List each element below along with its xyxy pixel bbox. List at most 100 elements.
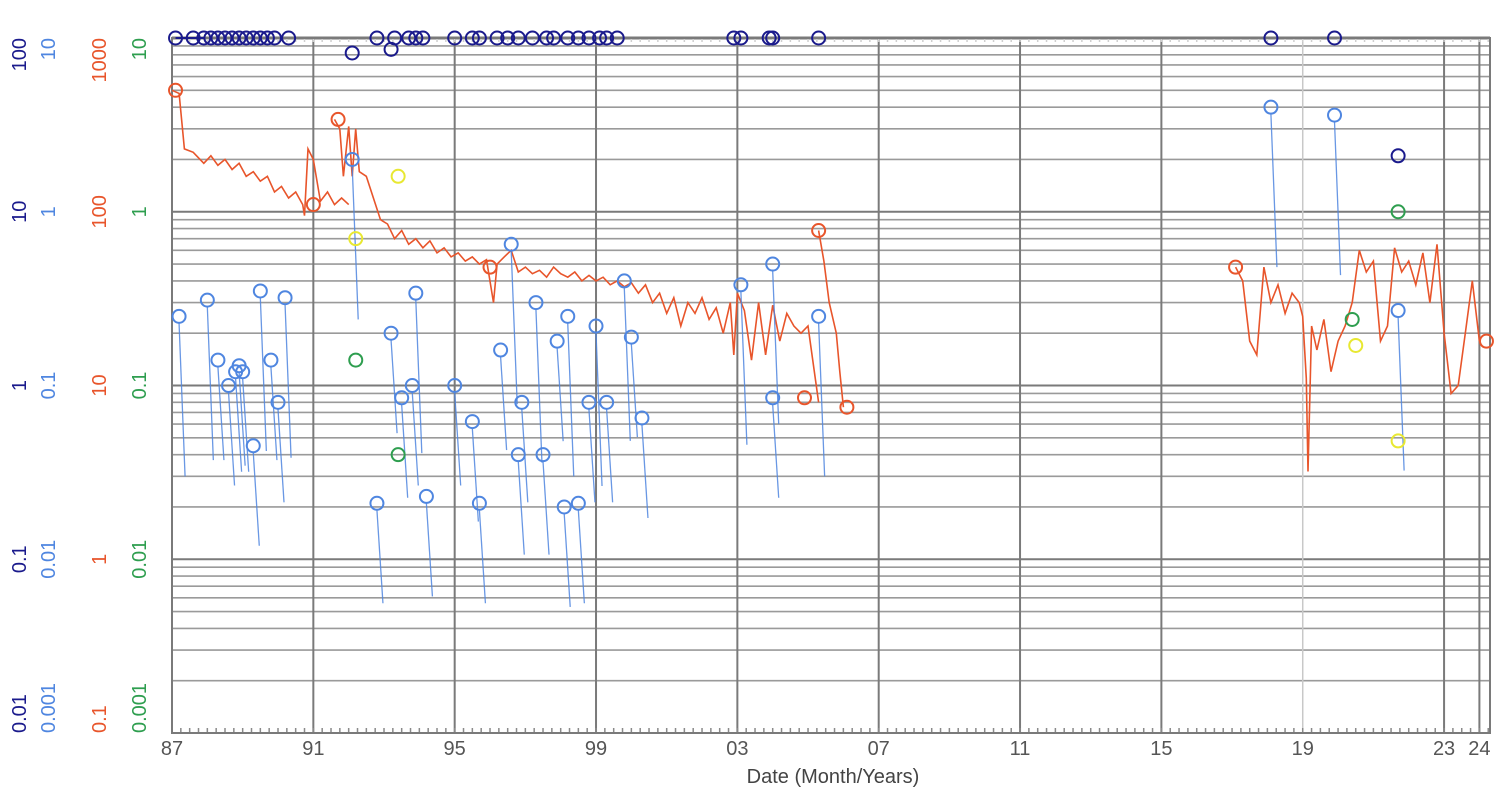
drop-line xyxy=(740,291,748,445)
data-point xyxy=(171,308,187,324)
data-point xyxy=(503,236,519,252)
data-point xyxy=(599,394,615,410)
x-tick-label: 23 xyxy=(1433,738,1455,760)
drop-line xyxy=(238,372,246,466)
data-point xyxy=(524,30,540,46)
data-point xyxy=(404,378,420,393)
y-tick-label-green: 0.1 xyxy=(129,372,151,400)
data-point xyxy=(765,256,781,272)
data-point xyxy=(217,30,233,46)
drop-line xyxy=(351,166,359,320)
data-point xyxy=(401,30,417,46)
data-point xyxy=(471,30,487,46)
y-tick-label-navy: 1 xyxy=(9,380,31,391)
data-point xyxy=(221,378,237,393)
series-blue-2 xyxy=(171,99,1406,607)
data-point xyxy=(570,30,586,46)
y-axis-labels: 100 10 1 0.1 0.01 10 1 0.1 0.01 0.001 1000 100 10 1 0.… xyxy=(9,38,151,733)
drop-line xyxy=(772,271,780,425)
drop-line xyxy=(510,251,518,405)
drop-line xyxy=(234,378,243,472)
data-point xyxy=(493,342,509,358)
drop-line xyxy=(425,503,434,597)
data-point xyxy=(482,259,498,275)
data-point xyxy=(609,30,625,46)
data-point xyxy=(238,30,254,46)
drop-line xyxy=(499,356,508,451)
data-point xyxy=(471,495,487,511)
data-point xyxy=(447,378,463,393)
drop-line xyxy=(535,309,543,463)
data-point xyxy=(415,30,431,46)
x-tick-label: 03 xyxy=(726,738,748,760)
data-point xyxy=(266,30,282,46)
plot-area xyxy=(168,30,1494,734)
data-point xyxy=(535,447,551,463)
data-point xyxy=(556,499,572,515)
data-point xyxy=(592,30,608,46)
drop-line xyxy=(252,452,260,546)
plot-frame xyxy=(171,37,1491,734)
data-point xyxy=(733,277,749,293)
data-point xyxy=(549,333,565,349)
drop-line xyxy=(270,367,278,461)
data-point xyxy=(245,438,261,454)
data-point xyxy=(281,30,297,46)
y-tick-label-blue: 0.001 xyxy=(38,683,60,733)
x-tick-label: 15 xyxy=(1150,738,1172,760)
data-point xyxy=(224,30,240,46)
data-point xyxy=(765,30,781,46)
data-point xyxy=(839,399,855,415)
data-point xyxy=(464,30,480,46)
drop-line xyxy=(567,323,575,477)
y-tick-label-blue: 10 xyxy=(38,38,60,60)
data-point xyxy=(408,285,424,301)
data-point xyxy=(1348,337,1364,353)
data-point xyxy=(796,390,812,406)
drop-line xyxy=(623,287,631,441)
data-point xyxy=(464,414,480,430)
x-tick-label: 19 xyxy=(1292,738,1314,760)
data-point xyxy=(235,364,251,380)
data-point xyxy=(599,30,615,46)
y-tick-label-orange: 1000 xyxy=(89,38,111,83)
drop-line xyxy=(178,323,186,477)
data-point xyxy=(1263,99,1279,115)
data-point xyxy=(259,30,275,46)
data-point xyxy=(616,273,632,289)
y-tick-label-green: 10 xyxy=(129,38,151,60)
data-point xyxy=(390,168,406,184)
data-point xyxy=(811,222,827,238)
x-tick-label: 87 xyxy=(161,738,183,760)
drop-line xyxy=(577,510,586,604)
data-point xyxy=(634,410,650,426)
drop-line xyxy=(542,461,550,555)
data-point xyxy=(581,30,597,46)
data-point xyxy=(1344,311,1360,327)
data-point xyxy=(510,30,526,46)
drop-line xyxy=(227,392,236,486)
data-point xyxy=(1390,204,1406,220)
data-point xyxy=(231,30,247,46)
data-point xyxy=(305,197,321,213)
data-point xyxy=(1228,259,1244,275)
y-tick-label-navy: 0.01 xyxy=(9,694,31,733)
drop-line xyxy=(556,348,564,442)
data-point xyxy=(546,30,562,46)
data-point xyxy=(277,290,293,306)
data-point xyxy=(560,30,576,46)
data-point xyxy=(514,394,530,410)
y-tick-label-blue: 0.01 xyxy=(38,540,60,579)
drop-line xyxy=(817,323,826,477)
y-tick-label-navy: 10 xyxy=(9,201,31,223)
data-point xyxy=(623,329,639,345)
y-tick-label-green: 0.01 xyxy=(129,540,151,579)
data-point xyxy=(348,352,364,368)
data-point xyxy=(1390,433,1406,449)
data-point xyxy=(203,30,219,46)
data-point xyxy=(539,30,555,46)
drop-line xyxy=(206,307,214,461)
data-point xyxy=(210,30,226,46)
data-point xyxy=(408,30,424,46)
